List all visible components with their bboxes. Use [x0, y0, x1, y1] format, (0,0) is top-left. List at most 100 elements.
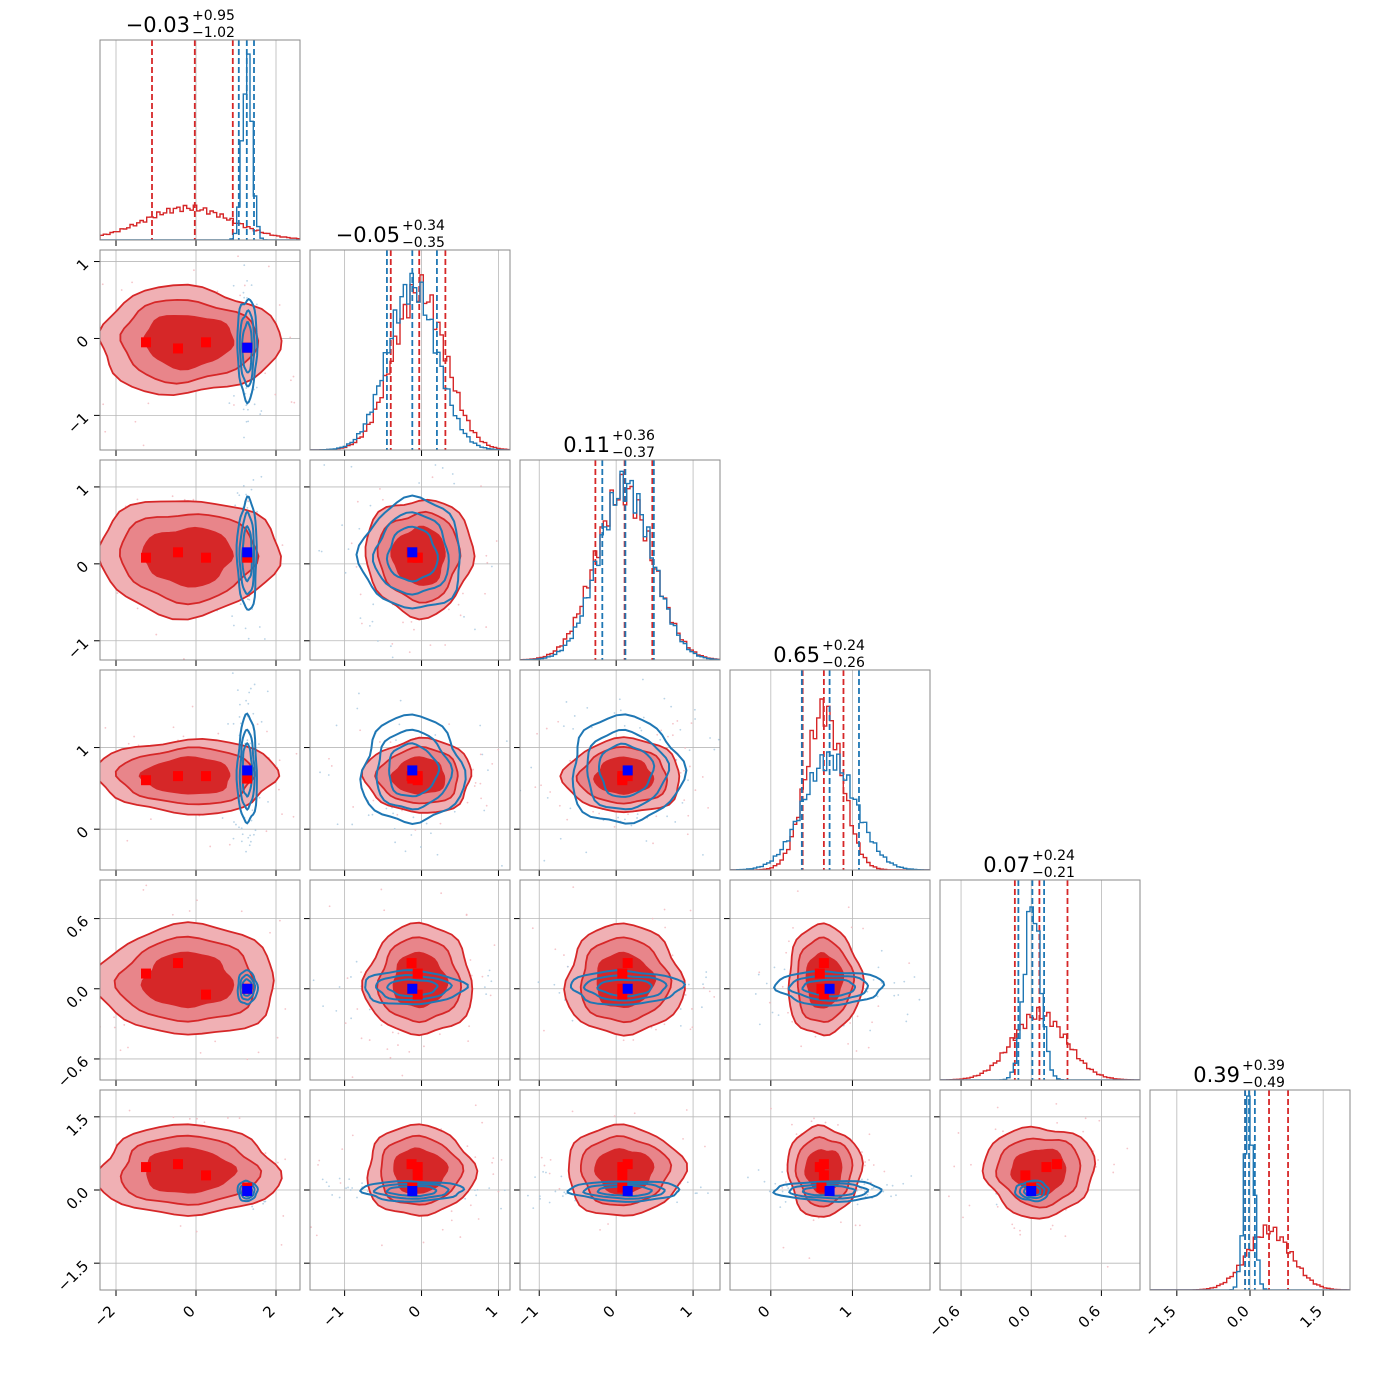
- blue-sample-dot: [861, 1178, 863, 1181]
- red-sample-dot: [810, 1120, 813, 1123]
- red-sample-dot: [787, 1011, 789, 1014]
- red-sample-dot: [53, 277, 55, 279]
- blue-sample-dot: [398, 723, 401, 726]
- blue-sample-dot: [481, 753, 484, 756]
- blue-sample-dot: [245, 387, 248, 389]
- red-sample-dot: [399, 844, 401, 846]
- red-sample-dot: [276, 1161, 279, 1164]
- blue-sample-dot: [642, 678, 644, 681]
- red-sample-dot: [447, 608, 450, 611]
- red-sample-dot: [344, 1022, 347, 1025]
- red-sample-dot: [622, 1039, 625, 1042]
- blue-sample-dot: [254, 453, 256, 455]
- red-sample-dot: [536, 732, 538, 735]
- y-tick-label: 1: [73, 741, 92, 760]
- contour-panel-6-5: −0.6 0.0 0.6: [925, 1089, 1141, 1341]
- red-sample-dot: [96, 986, 98, 988]
- red-sample-dot: [459, 614, 462, 617]
- blue-sample-dot: [474, 628, 476, 631]
- blue-sample-dot: [282, 780, 284, 782]
- red-sample-dot: [540, 1156, 543, 1159]
- blue-sample-dot: [893, 994, 896, 997]
- blue-contour-outer: [359, 1179, 466, 1203]
- blue-sample-dot: [866, 1193, 869, 1196]
- red-contour-inner: [138, 756, 231, 795]
- red-point-marker: [407, 773, 418, 784]
- red-sample-dot: [228, 843, 231, 846]
- blue-sample-dot: [869, 1029, 872, 1032]
- blue-sample-dot: [786, 1185, 788, 1187]
- red-sample-dot: [613, 825, 616, 828]
- blue-sample-dot: [240, 840, 243, 843]
- blue-sample-dot: [787, 1187, 790, 1190]
- red-sample-dot: [284, 1008, 287, 1010]
- red-sample-dot: [62, 1212, 64, 1214]
- red-sample-dot: [379, 465, 381, 467]
- panel-title-plus: +0.24: [822, 638, 865, 654]
- red-point-marker: [412, 968, 423, 979]
- red-sample-dot: [497, 1190, 500, 1193]
- red-sample-dot: [183, 498, 186, 501]
- red-sample-dot: [758, 971, 761, 974]
- blue-sample-dot: [453, 482, 456, 485]
- blue-sample-dot: [679, 728, 682, 731]
- blue-sample-dot: [933, 1192, 935, 1194]
- red-sample-dot: [191, 705, 194, 708]
- red-sample-dot: [721, 1162, 723, 1164]
- blue-contour-outer: [772, 1180, 883, 1203]
- y-tick-label: 0.6: [63, 912, 93, 942]
- red-sample-dot: [685, 1109, 688, 1111]
- blue-sample-dot: [227, 723, 229, 725]
- red-sample-dot: [338, 939, 340, 941]
- hist-panel-1: −0.03 +0.95−1.02: [99, 8, 301, 246]
- red-point-marker: [201, 1170, 211, 1181]
- blue-contour-outer: [355, 494, 461, 610]
- blue-sample-dot: [254, 667, 256, 669]
- red-sample-dot: [1064, 1235, 1067, 1238]
- blue-sample-dot: [399, 699, 402, 702]
- red-sample-dot: [689, 765, 691, 768]
- hist-panel-3: 0.11 +0.36−0.37: [519, 428, 721, 666]
- blue-sample-dot: [713, 748, 716, 751]
- blue-sample-dot: [441, 467, 444, 469]
- blue-contour-outer: [571, 713, 688, 825]
- blue-sample-dot: [774, 1182, 777, 1185]
- blue-sample-dot: [369, 504, 372, 507]
- red-sample-dot: [304, 602, 306, 604]
- red-sample-dot: [26, 385, 28, 387]
- blue-contour-inner: [386, 978, 439, 998]
- red-sample-dot: [278, 788, 280, 791]
- blue-sample-dot: [279, 993, 281, 995]
- blue-sample-dot: [693, 708, 696, 711]
- blue-sample-dot: [231, 672, 234, 674]
- red-point-marker: [412, 989, 423, 1000]
- blue-sample-dot: [591, 726, 593, 729]
- blue-sample-dot: [251, 1205, 254, 1208]
- blue-sample-dot: [623, 725, 626, 727]
- blue-sample-dot: [359, 617, 362, 620]
- red-sample-dot: [994, 1128, 997, 1131]
- red-sample-dot: [304, 1191, 306, 1193]
- blue-sample-dot: [369, 451, 371, 453]
- red-sample-dot: [274, 393, 277, 396]
- red-sample-dot: [707, 807, 709, 809]
- blue-sample-dot: [757, 1169, 760, 1171]
- blue-contour-inner: [385, 1185, 438, 1198]
- blue-point-marker: [242, 765, 253, 776]
- red-sample-dot: [514, 969, 516, 971]
- red-sample-dot: [1019, 1229, 1021, 1232]
- red-sample-dot: [781, 985, 784, 988]
- red-sample-dot: [279, 919, 281, 922]
- blue-sample-dot: [242, 291, 245, 294]
- red-sample-dot: [341, 1148, 344, 1151]
- blue-sample-dot: [877, 966, 880, 969]
- red-sample-dot: [372, 1032, 374, 1034]
- blue-sample-dot: [328, 1185, 330, 1188]
- red-sample-dot: [278, 759, 281, 762]
- red-sample-dot: [429, 644, 432, 647]
- red-point-marker: [617, 968, 628, 979]
- red-sample-dot: [282, 1215, 285, 1217]
- blue-point-marker: [242, 342, 253, 353]
- red-sample-dot: [247, 500, 249, 502]
- blue-sample-dot: [453, 810, 456, 813]
